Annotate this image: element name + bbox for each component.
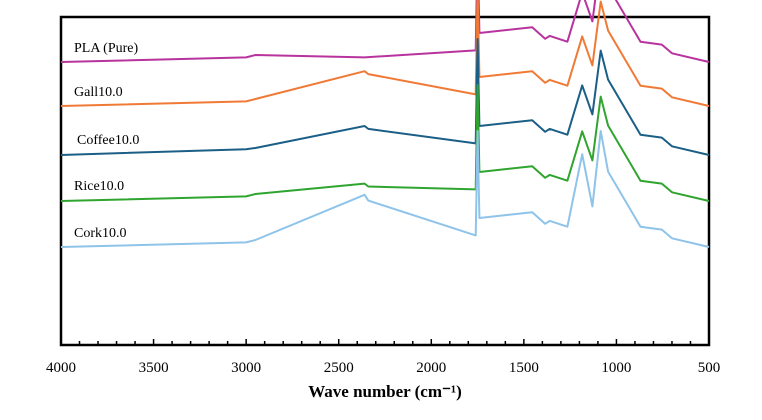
series-line-gall10-0 [60, 0, 710, 107]
series-line-pla-pure [60, 0, 710, 63]
x-tick-label: 2500 [324, 360, 354, 376]
series-label-pla-pure: PLA (Pure) [74, 41, 139, 56]
traces-group [60, 0, 710, 248]
plot-frame [59, 15, 711, 347]
series-label-cork10-0: Cork10.0 [74, 226, 127, 241]
x-tick-label: 2000 [416, 360, 446, 376]
series-line-coffee10-0 [60, 38, 710, 156]
x-tick-label: 1000 [601, 360, 631, 376]
x-tick-label: 1500 [509, 360, 539, 376]
x-axis-title: Wave number (cm⁻¹) [308, 382, 462, 401]
series-line-rice10-0 [60, 84, 710, 202]
x-axis-ticks [60, 339, 710, 345]
x-tick-label: 4000 [46, 360, 76, 376]
x-axis-tick-labels: 4000 3500 3000 2500 2000 1500 1000 500 [46, 360, 720, 376]
x-tick-label: 3500 [139, 360, 169, 376]
series-line-cork10-0 [60, 130, 710, 248]
series-labels-group: PLA (Pure) Gall10.0 Coffee10.0 Rice10.0 Cork… [74, 41, 139, 241]
x-tick-label: 500 [698, 360, 721, 376]
series-label-rice10-0: Rice10.0 [74, 179, 124, 194]
series-label-coffee10-0: Coffee10.0 [77, 133, 139, 148]
series-label-gall10-0: Gall10.0 [74, 85, 123, 100]
x-tick-label: 3000 [231, 360, 261, 376]
